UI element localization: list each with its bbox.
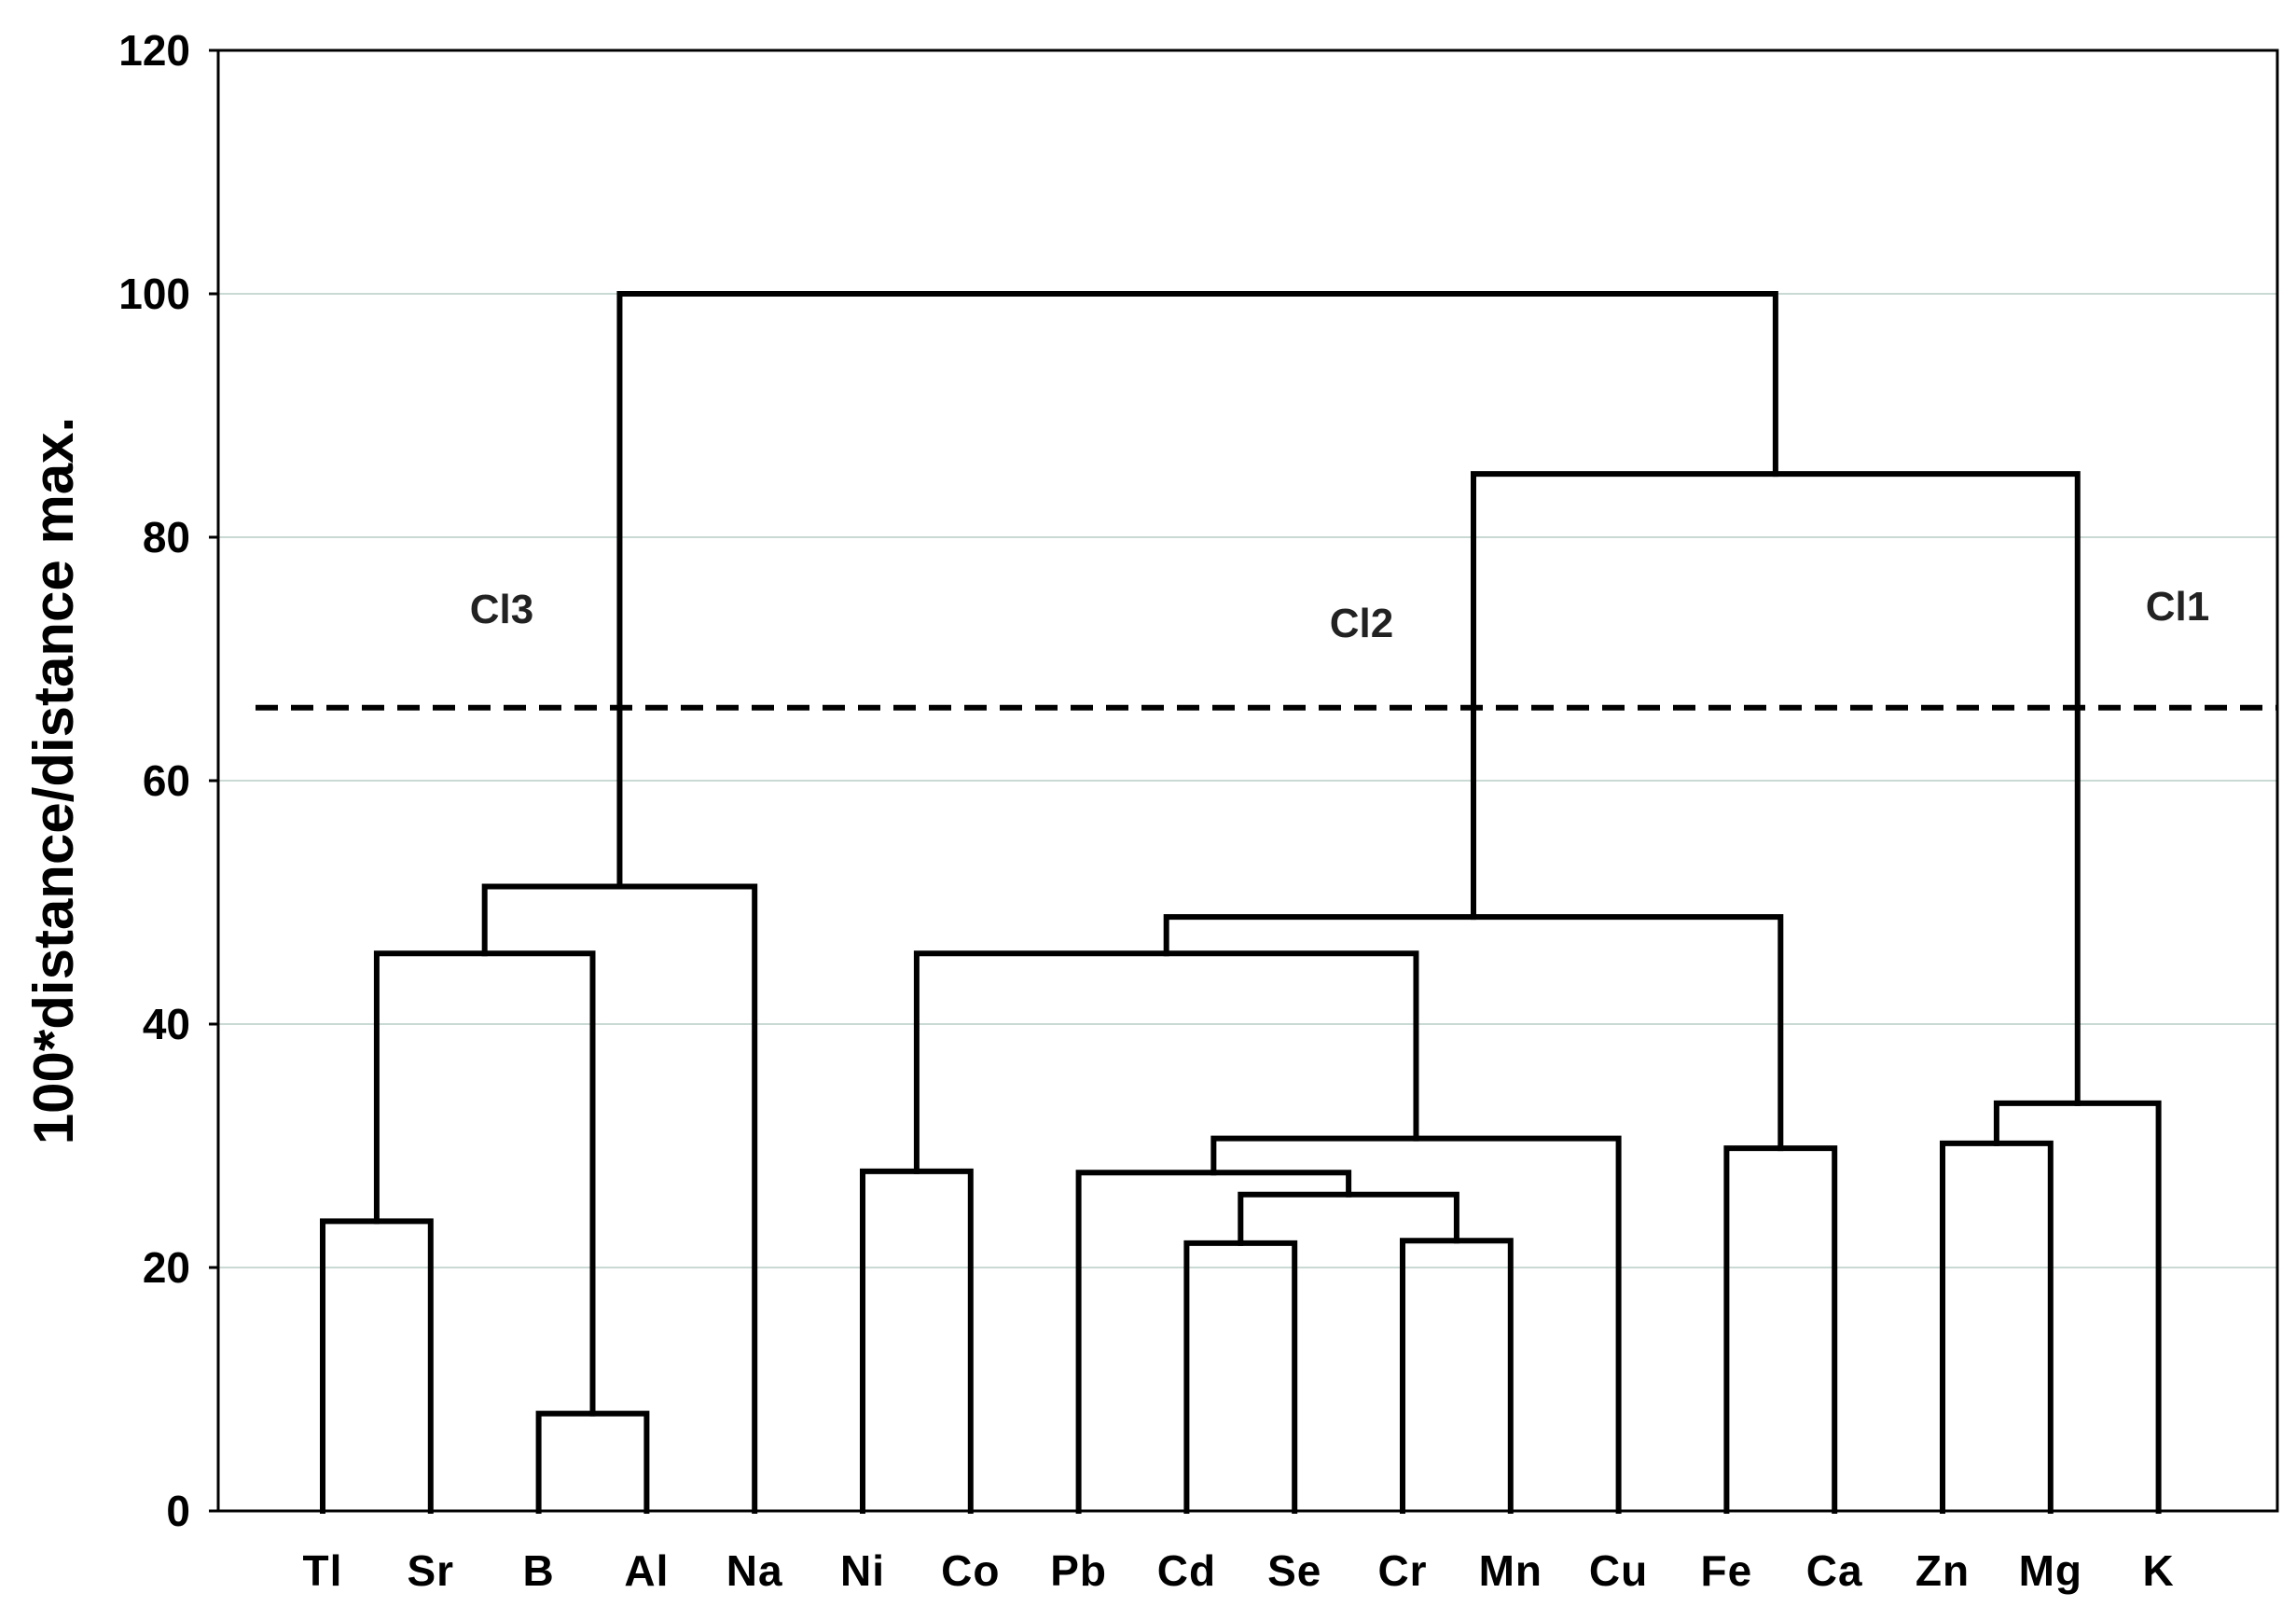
- cluster-labels: Cl3 Cl2 Cl1: [470, 584, 2209, 646]
- merge-link-m4: [320, 1218, 434, 1514]
- merge-link-m6: [1075, 1170, 1352, 1514]
- leaf-label-b: B: [522, 1546, 554, 1595]
- merge-link-m3: [1400, 1238, 1514, 1514]
- y-tick-label: 40: [143, 1000, 190, 1048]
- leaf-label-fe: Fe: [1701, 1546, 1753, 1595]
- y-tick-label: 20: [143, 1243, 190, 1292]
- leaf-label-se: Se: [1267, 1546, 1321, 1595]
- y-tick-label: 100: [118, 270, 190, 318]
- y-tick-label: 120: [118, 26, 190, 75]
- leaf-label-k: K: [2142, 1546, 2174, 1595]
- merge-link-m9: [1940, 1140, 2054, 1514]
- leaf-label-zn: Zn: [1916, 1546, 1970, 1595]
- cluster-label-cl1: Cl1: [2146, 584, 2209, 630]
- merge-link-m2: [1183, 1240, 1298, 1514]
- merge-link-m8: [1723, 1145, 1838, 1514]
- y-axis-label: 100*distance/distance max.: [22, 417, 85, 1144]
- leaf-label-mn: Mn: [1479, 1546, 1542, 1595]
- merge-link-m16: [1470, 471, 2081, 1106]
- merge-link-m15: [481, 883, 758, 1514]
- leaf-label-pb: Pb: [1050, 1546, 1107, 1595]
- cluster-label-cl2: Cl2: [1330, 601, 1393, 646]
- y-tick-label: 0: [166, 1487, 190, 1535]
- leaf-label-ni: Ni: [840, 1546, 885, 1595]
- leaf-label-cr: Cr: [1377, 1546, 1427, 1595]
- leaf-label-cd: Cd: [1157, 1546, 1216, 1595]
- y-tick-label: 60: [143, 756, 190, 805]
- y-axis: 0 20 40 60 80 100 120: [118, 26, 218, 1535]
- merge-link-m5: [1238, 1191, 1459, 1246]
- leaf-label-cu: Cu: [1589, 1546, 1648, 1595]
- leaf-label-sr: Sr: [408, 1546, 455, 1595]
- merge-link-m7: [860, 1168, 974, 1514]
- leaf-label-co: Co: [941, 1546, 1000, 1595]
- leaf-label-mg: Mg: [2019, 1546, 2082, 1595]
- x-axis-leaf-labels: Tl Sr B Al Na Ni Co Pb Cd Se Cr Mn Cu Fe Ca Zn Mg K: [303, 1546, 2174, 1595]
- dendrogram-links: [320, 291, 2162, 1514]
- merge-link-m11: [1993, 1100, 2162, 1514]
- gridlines: [218, 293, 2277, 1268]
- merge-link-m1: [535, 1410, 650, 1514]
- merge-link-m17: [616, 291, 1778, 890]
- leaf-label-ca: Ca: [1806, 1546, 1863, 1595]
- cluster-label-cl3: Cl3: [470, 587, 533, 632]
- leaf-label-tl: Tl: [303, 1546, 343, 1595]
- leaf-label-al: Al: [624, 1546, 669, 1595]
- y-tick-label: 80: [143, 513, 190, 561]
- leaf-label-na: Na: [726, 1546, 783, 1595]
- merge-link-m12: [373, 950, 596, 1417]
